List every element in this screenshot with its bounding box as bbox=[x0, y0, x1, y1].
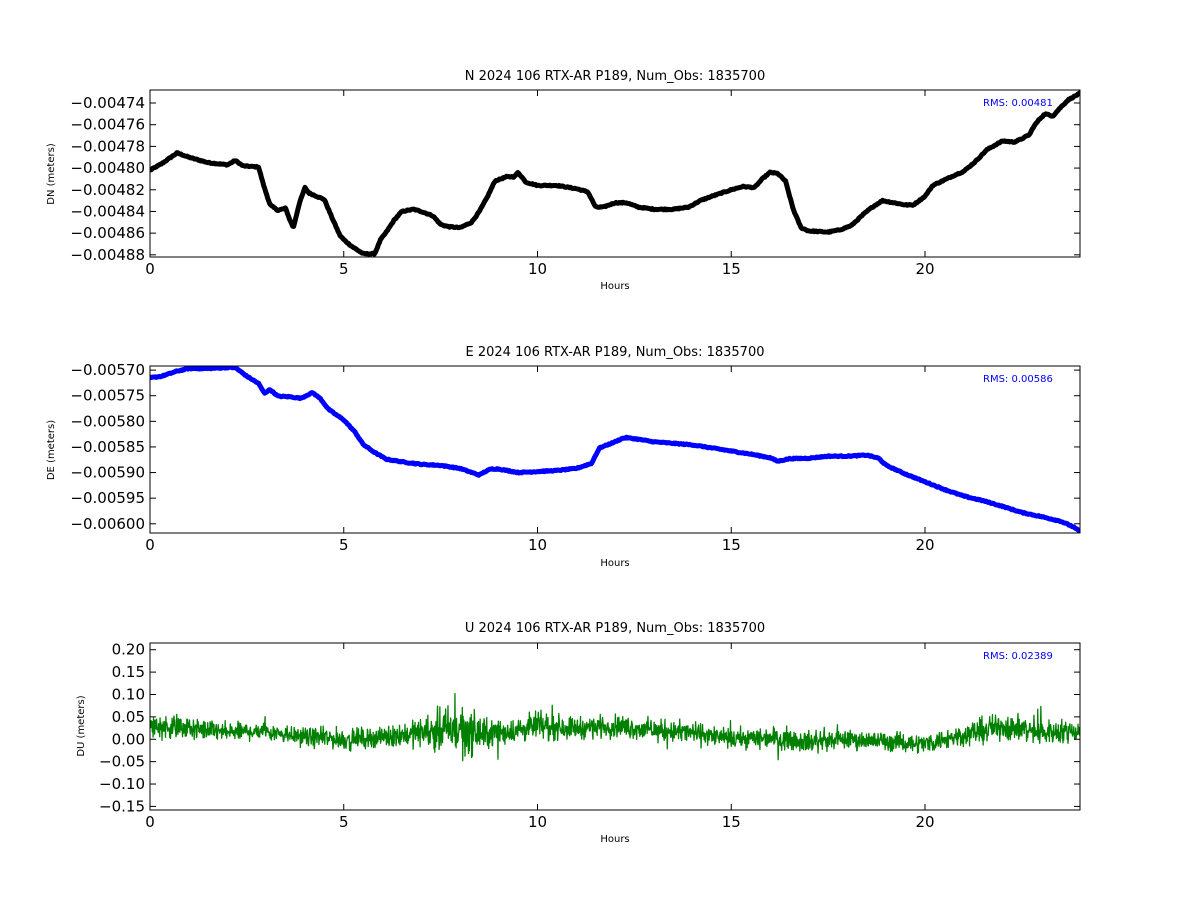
subplot-up: U 2024 106 RTX-AR P189, Num_Obs: 1835700… bbox=[76, 621, 1081, 845]
plot-frame bbox=[149, 365, 1081, 534]
y-tick-label: −0.00590 bbox=[70, 464, 145, 482]
y-axis-label: DU (meters) bbox=[76, 695, 87, 756]
x-tick-label: 0 bbox=[145, 536, 155, 554]
y-tick-label: 0.15 bbox=[112, 663, 145, 681]
x-tick-label: 0 bbox=[145, 260, 155, 278]
y-tick-label: 0.20 bbox=[112, 641, 145, 659]
x-axis-label: Hours bbox=[600, 558, 629, 569]
x-tick-label: 10 bbox=[528, 536, 547, 554]
y-tick-label: −0.00595 bbox=[70, 489, 145, 507]
y-tick-label: −0.00580 bbox=[70, 412, 145, 430]
y-tick-label: −0.00484 bbox=[70, 202, 145, 220]
y-tick-label: −0.00478 bbox=[70, 137, 145, 155]
x-tick-label: 10 bbox=[528, 813, 547, 831]
subplot-north: N 2024 106 RTX-AR P189, Num_Obs: 1835700… bbox=[46, 69, 1081, 292]
x-tick-label: 15 bbox=[722, 536, 741, 554]
y-axis-label: DN (meters) bbox=[46, 143, 57, 205]
y-tick-label: 0.10 bbox=[112, 685, 145, 703]
plot-frame bbox=[149, 642, 1081, 811]
plot-frame bbox=[149, 89, 1081, 258]
y-tick-label: −0.00585 bbox=[70, 438, 145, 456]
series-line bbox=[150, 693, 1080, 762]
x-tick-label: 10 bbox=[528, 260, 547, 278]
series-line bbox=[150, 90, 1080, 257]
y-tick-label: −0.00476 bbox=[70, 116, 145, 134]
y-tick-label: −0.00570 bbox=[70, 361, 145, 379]
y-tick-label: 0.05 bbox=[112, 708, 145, 726]
subplot-title: U 2024 106 RTX-AR P189, Num_Obs: 1835700 bbox=[465, 621, 765, 636]
y-tick-label: −0.00575 bbox=[70, 387, 145, 405]
rms-annotation: RMS: 0.00586 bbox=[983, 374, 1053, 385]
y-tick-label: 0.00 bbox=[112, 730, 145, 748]
y-tick-label: −0.00474 bbox=[70, 94, 145, 112]
x-tick-label: 0 bbox=[145, 813, 155, 831]
x-tick-label: 15 bbox=[722, 260, 741, 278]
y-tick-label: −0.15 bbox=[99, 797, 145, 815]
y-tick-label: −0.05 bbox=[99, 753, 145, 771]
y-tick-label: −0.00480 bbox=[70, 159, 145, 177]
x-tick-label: 20 bbox=[915, 536, 934, 554]
rms-annotation: RMS: 0.00481 bbox=[983, 98, 1053, 109]
subplot-title: N 2024 106 RTX-AR P189, Num_Obs: 1835700 bbox=[465, 69, 765, 84]
y-tick-label: −0.00600 bbox=[70, 515, 145, 533]
x-axis-label: Hours bbox=[600, 834, 629, 845]
y-tick-label: −0.00482 bbox=[70, 181, 145, 199]
x-tick-label: 5 bbox=[339, 813, 349, 831]
subplot-east: E 2024 106 RTX-AR P189, Num_Obs: 1835700… bbox=[46, 345, 1081, 569]
y-tick-label: −0.10 bbox=[99, 775, 145, 793]
rms-annotation: RMS: 0.02389 bbox=[983, 651, 1053, 662]
x-tick-label: 15 bbox=[722, 813, 741, 831]
x-axis-label: Hours bbox=[600, 281, 629, 292]
x-tick-label: 20 bbox=[915, 813, 934, 831]
y-tick-label: −0.00488 bbox=[70, 246, 145, 264]
subplot-title: E 2024 106 RTX-AR P189, Num_Obs: 1835700 bbox=[466, 345, 765, 360]
series-line bbox=[150, 366, 1080, 533]
x-tick-label: 5 bbox=[339, 536, 349, 554]
y-tick-label: −0.00486 bbox=[70, 224, 145, 242]
y-axis-label: DE (meters) bbox=[46, 420, 57, 480]
x-tick-label: 20 bbox=[915, 260, 934, 278]
x-tick-label: 5 bbox=[339, 260, 349, 278]
